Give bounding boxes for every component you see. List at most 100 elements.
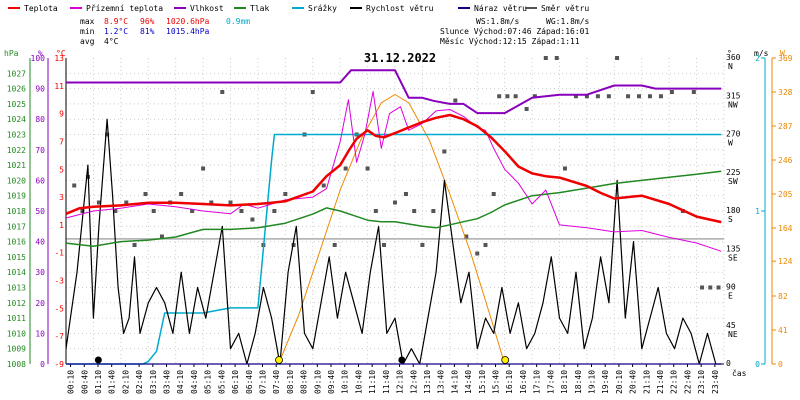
wind-direction-point	[584, 94, 589, 99]
stats-panel: max 8.9°C 96% 1020.6hPa 0.9mm min 1.2°C 81% 1015…	[80, 17, 590, 46]
tick-percent: 40	[35, 238, 45, 247]
tick-x: 15:40	[492, 370, 501, 394]
wind-direction-point	[179, 192, 184, 196]
tick-x: 13:40	[437, 370, 446, 394]
tick-celsius: 1	[59, 221, 64, 230]
wind-direction-point	[505, 94, 510, 99]
tick-x: 22:10	[670, 370, 679, 394]
wind-direction-point	[700, 285, 705, 290]
sun-marker	[501, 356, 510, 364]
tick-direction: 315	[726, 91, 741, 100]
tick-x: 01:40	[108, 370, 117, 394]
stats-wind-speed: WS:1.8m/s	[476, 17, 520, 26]
stats-row-label: max	[80, 17, 95, 26]
tick-x: 11:40	[382, 370, 391, 394]
tick-x: 00:40	[80, 370, 89, 394]
tick-hpa: 1012	[7, 299, 26, 308]
tick-hpa: 1019	[7, 192, 26, 201]
stats-temp: 4°C	[104, 37, 119, 46]
tick-percent: 10	[35, 329, 45, 338]
tick-w: 0	[778, 360, 783, 369]
tick-x: 08:40	[300, 370, 309, 394]
tick-celsius: 9	[59, 110, 64, 119]
tick-hpa: 1018	[7, 207, 26, 216]
tick-celsius: -5	[54, 304, 64, 313]
series-srážky	[66, 133, 722, 365]
tick-direction-dir: SE	[728, 253, 738, 262]
wind-direction-point	[691, 90, 696, 94]
tick-x: 10:10	[341, 370, 350, 394]
axis-title-direction: °	[727, 49, 732, 58]
tick-w: 328	[778, 88, 793, 97]
tick-w: 205	[778, 190, 793, 199]
tick-x: 06:10	[231, 370, 240, 394]
wind-direction-point	[132, 243, 137, 247]
chart-title: 31.12.2022	[364, 51, 436, 65]
tick-hpa: 1008	[7, 360, 26, 369]
tick-direction: 360	[726, 53, 741, 62]
tick-hpa: 1017	[7, 222, 26, 231]
stats-pressure: 1020.6hPa	[166, 17, 210, 26]
tick-direction: 180	[726, 206, 741, 215]
wind-direction-point	[310, 90, 315, 94]
tick-x: 06:40	[245, 370, 254, 394]
tick-hpa: 1024	[7, 115, 26, 124]
wind-direction-point	[343, 166, 348, 171]
series-tlak	[65, 170, 722, 247]
tick-x: 22:40	[683, 370, 692, 394]
stats-moon: Měsíc Východ:12:15 Západ:1:11	[440, 37, 580, 46]
axis-title-x: čas	[732, 368, 747, 378]
tick-direction: 270	[726, 130, 741, 139]
tick-x: 12:40	[409, 370, 418, 394]
tick-ms: 2	[755, 54, 760, 63]
tick-w: 41	[778, 326, 788, 335]
tick-x: 07:40	[272, 370, 281, 394]
wind-direction-point	[453, 98, 458, 103]
tick-w: 124	[778, 257, 793, 266]
tick-hpa: 1025	[7, 100, 26, 109]
tick-x: 03:40	[163, 370, 172, 394]
wind-direction-point	[708, 285, 713, 290]
tick-x: 17:40	[546, 370, 555, 394]
legend-label: Rychlost větru	[366, 4, 434, 13]
tick-hpa: 1015	[7, 253, 26, 262]
wind-direction-point	[151, 209, 156, 213]
tick-x: 02:40	[135, 370, 144, 394]
stats-rain: 0.9mm	[226, 17, 250, 26]
tick-hpa: 1013	[7, 284, 26, 293]
tick-percent: 60	[35, 176, 45, 185]
tick-w: 82	[778, 292, 788, 301]
tick-x: 11:10	[368, 370, 377, 394]
tick-direction-dir: N	[728, 62, 733, 71]
tick-x: 19:10	[587, 370, 596, 394]
stats-temp: 1.2°C	[104, 27, 128, 36]
axis-title-hpa: hPa	[4, 49, 19, 58]
tick-w: 164	[778, 224, 793, 233]
tick-direction: 45	[726, 321, 736, 330]
tick-hpa: 1016	[7, 238, 26, 247]
tick-x: 01:10	[94, 370, 103, 394]
legend-label: Směr větru	[541, 4, 589, 13]
wind-direction-point	[201, 166, 206, 171]
wind-direction-point	[96, 200, 101, 205]
tick-celsius: -9	[54, 360, 64, 369]
tick-ms: 1	[755, 207, 760, 216]
tick-x: 13:10	[423, 370, 432, 394]
wind-direction-point	[393, 200, 397, 205]
wind-direction-point	[513, 94, 518, 99]
tick-direction: 90	[726, 283, 736, 292]
tick-celsius: 13	[54, 54, 64, 63]
tick-hpa: 1026	[7, 85, 26, 94]
tick-celsius: -1	[54, 249, 64, 258]
tick-percent: 0	[40, 360, 45, 369]
wind-direction-point	[143, 192, 148, 196]
tick-x: 12:10	[396, 370, 405, 394]
tick-x: 20:10	[615, 370, 624, 394]
wind-direction-point	[573, 94, 578, 99]
tick-celsius: -3	[54, 277, 64, 286]
tick-x: 14:10	[450, 370, 459, 394]
axis-title-w: W	[780, 49, 785, 58]
series-rychlost-větru	[65, 118, 722, 365]
legend-label: Náraz větru	[474, 4, 527, 13]
